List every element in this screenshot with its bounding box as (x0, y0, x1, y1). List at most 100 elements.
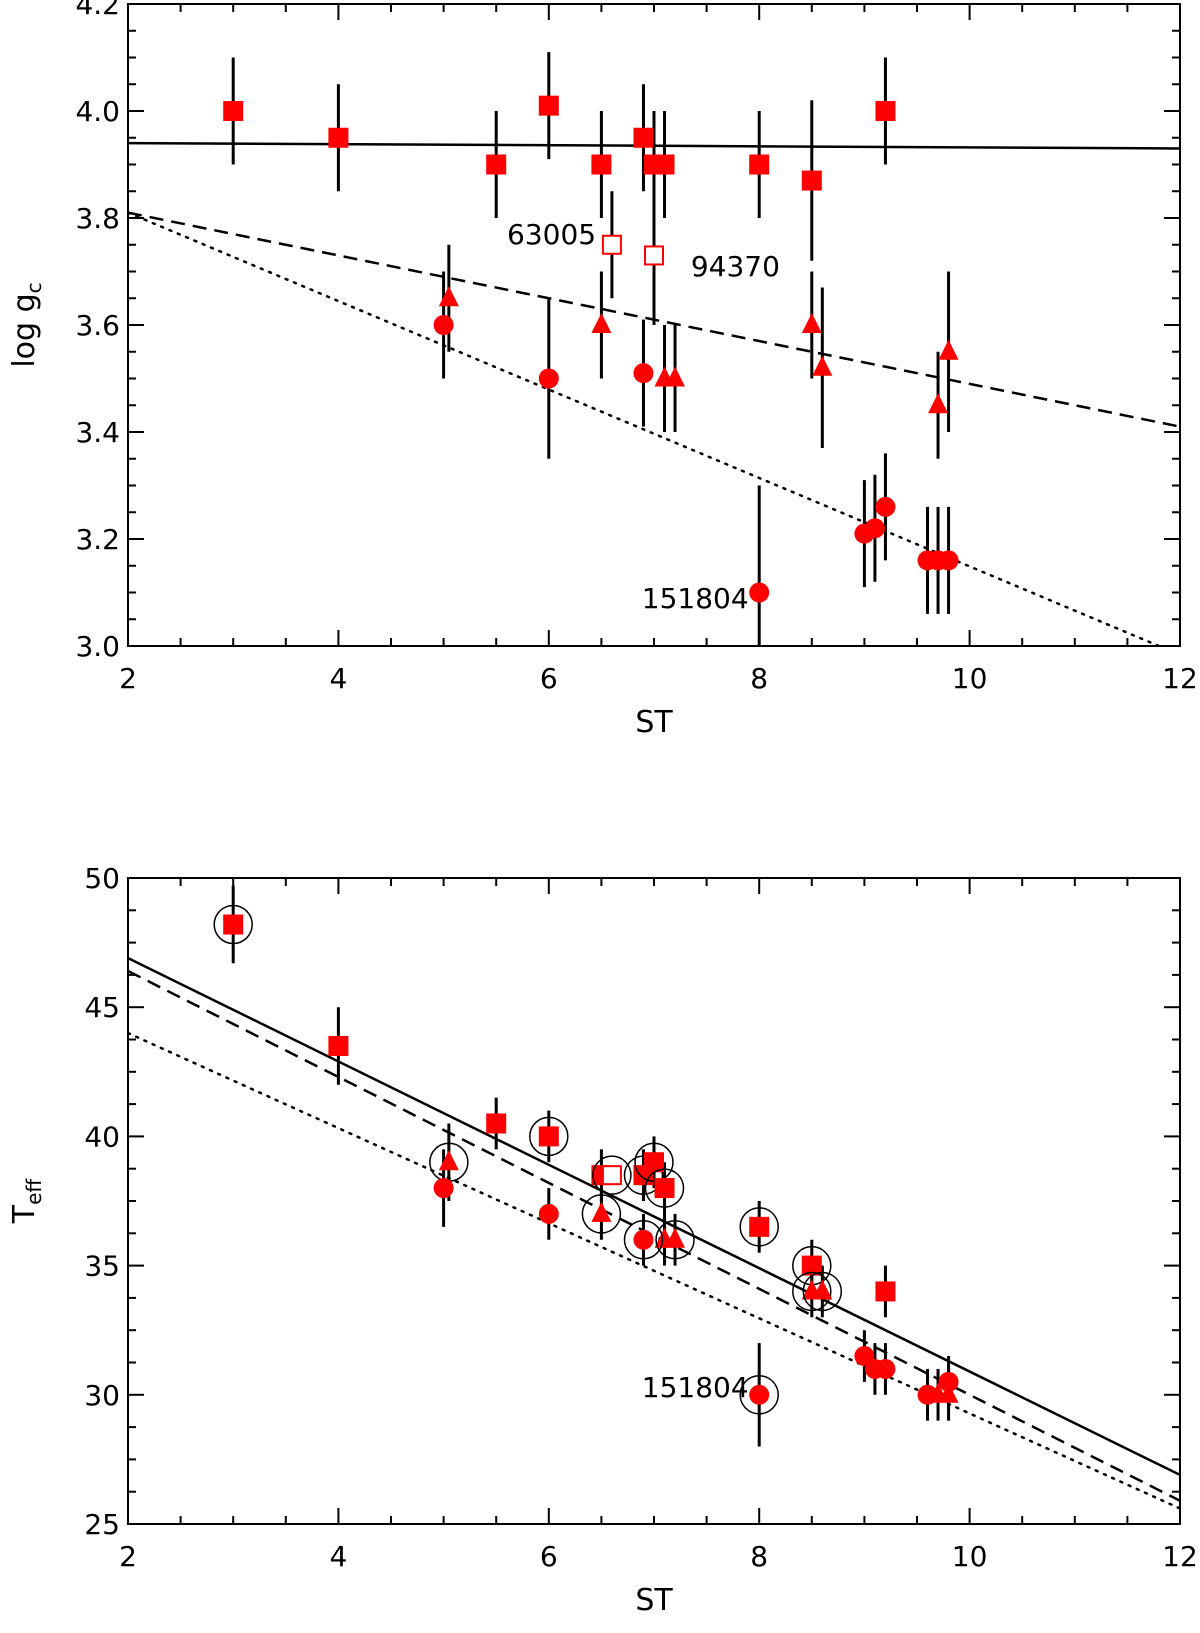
square-marker (486, 154, 507, 175)
circle-marker (633, 1229, 654, 1250)
y-tick-label: 25 (84, 1508, 120, 1541)
circle-marker (938, 550, 959, 571)
open-square-marker (601, 234, 622, 255)
triangle-marker (928, 393, 949, 414)
y-axis-label-main: T (7, 1204, 42, 1224)
triangle-marker (812, 1279, 833, 1300)
x-tick-label: 6 (540, 1540, 558, 1573)
gravity-panel: 2 4 6 8 10 12 3.0 3.2 3.4 3.6 3.8 4.0 4.2 ST log gc 630… (7, 0, 1198, 740)
square-marker (591, 154, 612, 175)
y-axis-label: Teff (7, 1178, 46, 1225)
y-tick-label: 40 (84, 1120, 120, 1153)
square-marker (633, 127, 654, 148)
ring-marker (655, 1220, 695, 1260)
y-axis-label-subscript: eff (22, 1178, 46, 1205)
x-tick-label: 10 (952, 662, 988, 695)
x-tick-label: 10 (952, 1540, 988, 1573)
x-tick-label: 4 (329, 662, 347, 695)
square-marker (486, 1113, 507, 1134)
y-tick-label: 50 (84, 862, 120, 895)
plot-area (128, 885, 1180, 1510)
triangle-marker (591, 1201, 612, 1222)
triangle-marker (438, 286, 459, 307)
circle-marker (917, 1384, 938, 1405)
y-axis-label-subscript: c (22, 282, 46, 293)
circle-marker (749, 1384, 770, 1405)
ring-marker (592, 1155, 632, 1195)
circle-marker (433, 315, 454, 335)
y-axis-label-main: log g (7, 293, 42, 367)
y-tick-label: 3.0 (75, 630, 120, 663)
circle-marker (433, 1178, 454, 1199)
y-tick-label: 30 (84, 1379, 120, 1412)
circle-marker (633, 363, 654, 384)
x-tick-label: 12 (1162, 1540, 1198, 1573)
plot-area (128, 52, 1180, 646)
square-marker (875, 101, 896, 121)
x-tick-label: 2 (119, 662, 137, 695)
square-marker (654, 1178, 675, 1199)
ring-marker (802, 1271, 843, 1312)
x-tick-label: 8 (750, 1540, 768, 1573)
y-tick-label: 3.2 (75, 523, 120, 556)
square-marker (749, 154, 770, 175)
square-marker (538, 95, 559, 116)
ring-marker (792, 1271, 832, 1312)
circle-marker (864, 518, 885, 539)
square-marker (538, 1126, 559, 1147)
square-marker (749, 1216, 770, 1237)
triangle-marker (665, 366, 686, 387)
circle-marker (538, 1203, 559, 1224)
square-marker (223, 914, 244, 935)
ring-marker (623, 1220, 664, 1260)
circle-marker (875, 1358, 896, 1379)
ring-marker (739, 1207, 779, 1247)
square-marker (875, 1281, 896, 1302)
circle-marker (749, 582, 770, 603)
circle-marker (875, 496, 896, 517)
square-marker (223, 101, 244, 121)
triangle-marker (665, 1227, 686, 1248)
square-marker (654, 154, 675, 175)
y-tick-label: 35 (84, 1250, 120, 1283)
ring-marker (529, 1116, 569, 1157)
ring-marker (739, 1375, 779, 1415)
open-square-marker (644, 245, 664, 266)
temperature-panel: 2 4 6 8 10 12 25 30 35 40 45 50 ST Teff 151804 (7, 862, 1198, 1618)
plot-frame (127, 877, 1181, 1525)
ring-marker (213, 904, 253, 945)
ring-marker (581, 1194, 622, 1234)
x-tick-label: 12 (1162, 662, 1198, 695)
x-tick-label: 2 (119, 1540, 137, 1573)
triangle-marker (938, 339, 959, 360)
y-tick-label: 4.0 (75, 95, 120, 128)
y-tick-label: 45 (84, 991, 120, 1024)
square-marker (644, 1152, 664, 1173)
y-tick-label: 3.4 (75, 416, 120, 449)
square-marker (801, 1255, 822, 1276)
open-square-marker (601, 1165, 622, 1186)
square-marker (801, 170, 822, 191)
ring-marker (634, 1142, 674, 1182)
solid-fit-line (128, 956, 1180, 1477)
triangle-marker (812, 355, 833, 376)
annotation-label: 63005 (507, 218, 596, 251)
y-tick-label: 3.6 (75, 309, 120, 342)
triangle-marker (938, 1382, 959, 1403)
x-tick-label: 6 (540, 662, 558, 695)
annotation-label: 151804 (642, 1371, 749, 1404)
ring-marker (644, 1168, 685, 1208)
circle-marker (538, 368, 559, 389)
square-marker (328, 1035, 349, 1056)
y-tick-label: 3.8 (75, 202, 120, 235)
y-tick-label: 4.2 (75, 0, 120, 21)
annotation-label: 151804 (642, 582, 749, 615)
triangle-marker (591, 313, 612, 333)
circle-marker (938, 1371, 959, 1392)
triangle-marker (438, 1150, 459, 1171)
ring-marker (623, 1155, 664, 1195)
dashed-fit-line (128, 969, 1180, 1502)
triangle-marker (801, 313, 822, 333)
square-marker (328, 127, 349, 148)
